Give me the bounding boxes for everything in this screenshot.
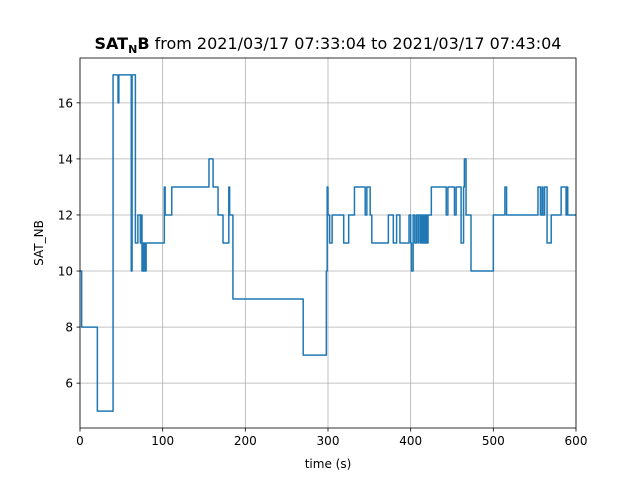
- y-tick-label: 14: [58, 152, 73, 166]
- y-tick-label: 12: [58, 208, 73, 222]
- y-tick-label: 10: [58, 265, 73, 279]
- chart-title-rest: from 2021/03/17 07:33:04 to 2021/03/17 0…: [150, 34, 562, 53]
- y-tick-label: 6: [65, 377, 73, 391]
- x-axis-label: time (s): [305, 457, 352, 471]
- x-tick-label: 500: [482, 434, 505, 448]
- x-tick-label: 0: [76, 434, 84, 448]
- x-tick-label: 200: [234, 434, 257, 448]
- y-axis-ticks: 6 8 10 12 14 16: [58, 96, 80, 391]
- chart-title: SATNB from 2021/03/17 07:33:04 to 2021/0…: [95, 34, 562, 56]
- chart-title-subscript: N: [128, 43, 137, 56]
- x-tick-label: 300: [317, 434, 340, 448]
- x-tick-label: 100: [151, 434, 174, 448]
- x-axis-ticks: 0 100 200 300 400 500 600: [76, 428, 587, 448]
- y-tick-label: 8: [65, 321, 73, 335]
- y-tick-label: 16: [58, 96, 73, 110]
- x-tick-label: 400: [399, 434, 422, 448]
- chart-title-bold-end: B: [137, 34, 149, 53]
- x-tick-label: 600: [565, 434, 588, 448]
- chart-title-bold-main: SAT: [95, 34, 129, 53]
- series-group: [80, 74, 576, 412]
- y-axis-label: SAT_NB: [32, 220, 46, 266]
- series-line: [80, 74, 576, 412]
